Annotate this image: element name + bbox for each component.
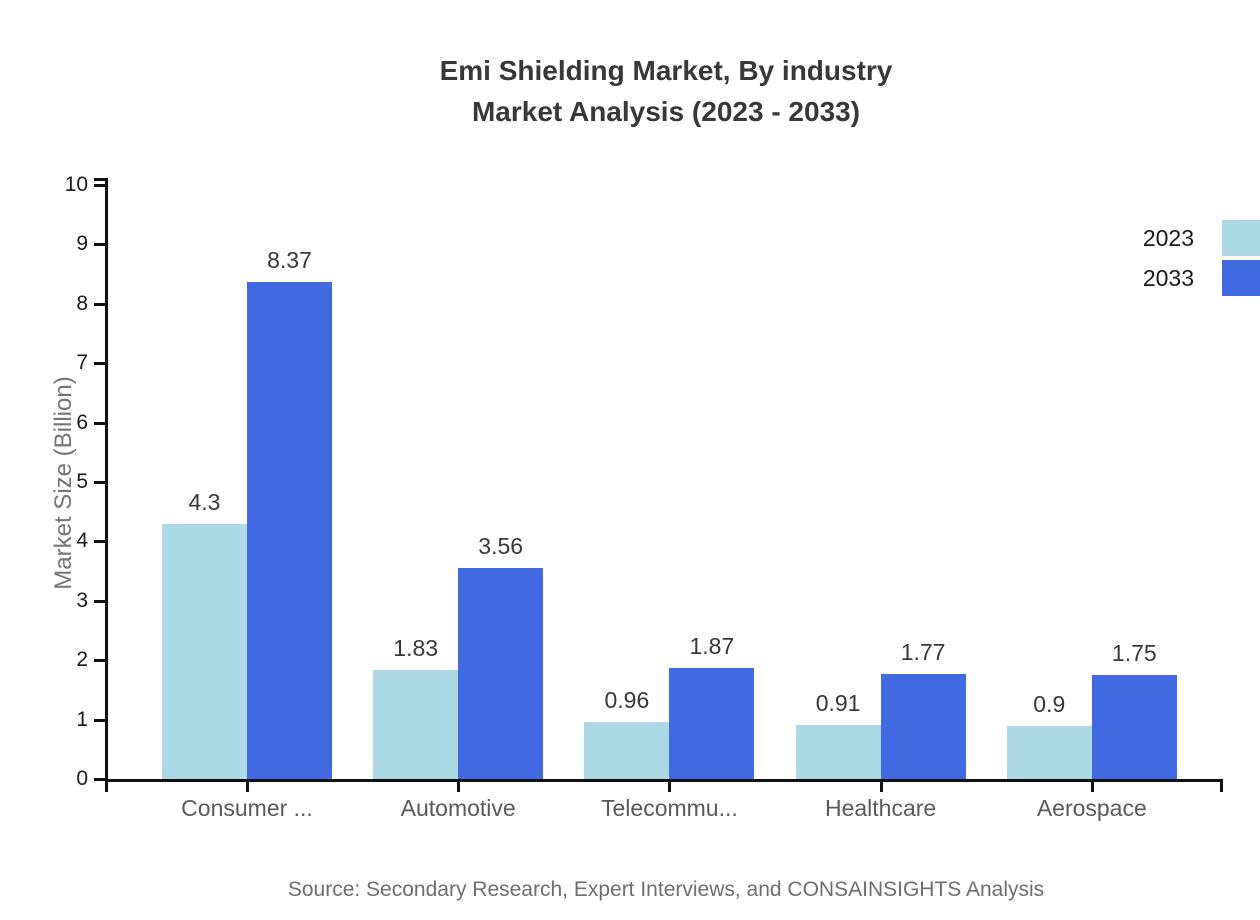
y-tick-label: 4 [76,529,88,553]
bar-2023-2 [373,670,459,779]
legend-item-2033: 2033 [1044,260,1260,296]
bar-value-label: 1.83 [393,635,439,662]
y-tick [94,718,105,722]
x-axis-category-label: Consumer ... [181,795,313,821]
bar-value-label: 0.9 [1033,690,1066,717]
y-tick-label: 5 [76,470,88,493]
bar-value-label: 0.91 [815,689,861,716]
y-tick [94,599,105,603]
y-tick [94,421,105,425]
bar-value-label: 1.75 [1111,640,1157,667]
x-axis-category-label: Healthcare [824,795,937,821]
bar-2033-1 [247,281,332,779]
source-attribution: Source: Secondary Research, Expert Inter… [287,878,1045,901]
x-axis-category-label: Aerospace [1036,795,1147,821]
bar-2033-3 [669,667,755,779]
chart-title-line-2: Market Analysis (2023 - 2033) [471,96,861,127]
y-tick [94,243,105,247]
chart-title: Emi Shielding Market, By industry Market… [110,50,1222,132]
bar-value-label: 8.37 [267,246,312,273]
bar-2023-5 [1006,725,1092,779]
y-tick-label: 8 [76,291,88,315]
legend-label: 2023 [1142,224,1194,251]
x-axis-category-label: Automotive [400,795,516,821]
x-tick [879,782,883,792]
y-tick [94,362,105,366]
y-tick [94,302,105,306]
y-tick-label: 10 [64,173,88,196]
bar-2023-1 [162,523,247,779]
y-tick-label: 2 [76,648,88,672]
y-tick-label: 1 [76,707,88,731]
legend-swatch [1222,260,1260,296]
bar-2023-4 [795,724,881,779]
bar-value-label: 0.96 [604,686,650,713]
bar-value-label: 3.56 [478,532,524,559]
y-tick [94,659,105,663]
y-tick [94,481,105,484]
y-tick [94,778,105,781]
chart-title-line-1: Emi Shielding Market, By industry [439,55,893,86]
y-tick [94,540,105,544]
y-tick-label: 9 [76,232,88,256]
bar-value-label: 4.3 [188,488,221,515]
legend-label: 2033 [1142,264,1194,291]
bar-2033-2 [458,567,544,779]
y-tick-label: 6 [76,410,88,434]
y-tick-label: 0 [76,767,88,790]
y-axis-line [105,178,108,782]
legend-swatch [1222,220,1260,256]
y-tick-label: 7 [76,351,88,375]
bar-value-label: 1.77 [900,638,946,665]
bar-2023-3 [584,721,670,779]
x-axis-end-tick [1220,782,1223,792]
y-tick [94,184,105,187]
y-tick-label: 3 [76,588,88,612]
x-tick [246,782,249,792]
x-tick [457,782,461,792]
x-axis-end-tick [105,782,108,792]
bar-2033-4 [880,673,966,779]
legend-item-2023: 2023 [1044,220,1260,256]
x-axis-category-label: Telecommu... [601,795,738,821]
x-axis-line [105,779,1223,782]
bar-2033-5 [1091,675,1177,779]
bar-value-label: 1.87 [689,632,735,659]
y-axis-endcap-tick [94,178,105,181]
x-tick [668,782,672,792]
x-tick [1090,782,1094,792]
